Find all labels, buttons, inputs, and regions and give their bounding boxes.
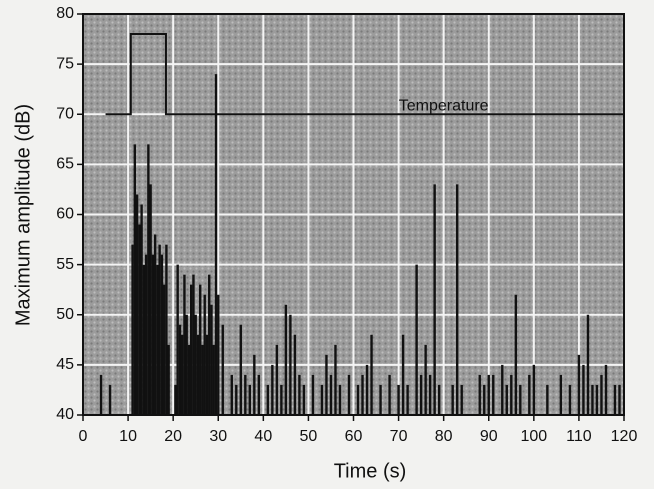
x-tick-label: 110 <box>566 428 592 445</box>
y-tick-label: 40 <box>56 406 74 423</box>
y-tick-label: 60 <box>56 206 74 223</box>
y-tick-label: 70 <box>56 105 74 122</box>
y-tick-label: 65 <box>56 156 74 173</box>
x-tick-label: 70 <box>390 428 408 445</box>
x-tick-label: 80 <box>435 428 453 445</box>
y-tick-label: 45 <box>56 356 74 373</box>
x-tick-label: 30 <box>209 428 227 445</box>
y-tick-label: 55 <box>56 256 74 273</box>
y-tick-label: 75 <box>56 55 74 72</box>
y-axis-label: Maximum amplitude (dB) <box>12 104 34 326</box>
x-tick-label: 20 <box>164 428 182 445</box>
x-tick-label: 120 <box>611 428 638 445</box>
x-axis-label: Time (s) <box>334 460 407 482</box>
temperature-line <box>105 33 624 116</box>
x-tick-label: 100 <box>520 428 547 445</box>
x-tick-label: 60 <box>345 428 363 445</box>
x-tick-label: 10 <box>119 428 137 445</box>
y-tick-label: 50 <box>56 306 74 323</box>
x-tick-label: 90 <box>480 428 498 445</box>
y-tick-label: 80 <box>56 5 74 22</box>
x-tick-label: 40 <box>254 428 272 445</box>
x-tick-label: 50 <box>300 428 318 445</box>
temperature-label: Temperature <box>399 97 489 114</box>
x-tick-label: 0 <box>79 428 88 445</box>
